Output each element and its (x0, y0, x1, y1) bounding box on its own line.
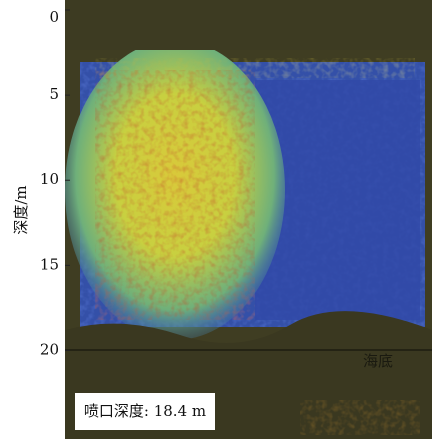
annotation-box (75, 393, 215, 430)
y-axis-label: 深度/m (12, 185, 30, 234)
annotation: 喷口深度: 18.4 m (84, 402, 206, 420)
y-tick-label: 20 (40, 340, 59, 358)
y-tick-label: 0 (49, 8, 59, 26)
sonar-image (65, 0, 432, 439)
annotation: 海底 (363, 352, 393, 370)
y-tick-label: 15 (40, 255, 59, 273)
y-tick-label: 10 (40, 170, 59, 188)
y-tick-label: 5 (49, 85, 59, 103)
